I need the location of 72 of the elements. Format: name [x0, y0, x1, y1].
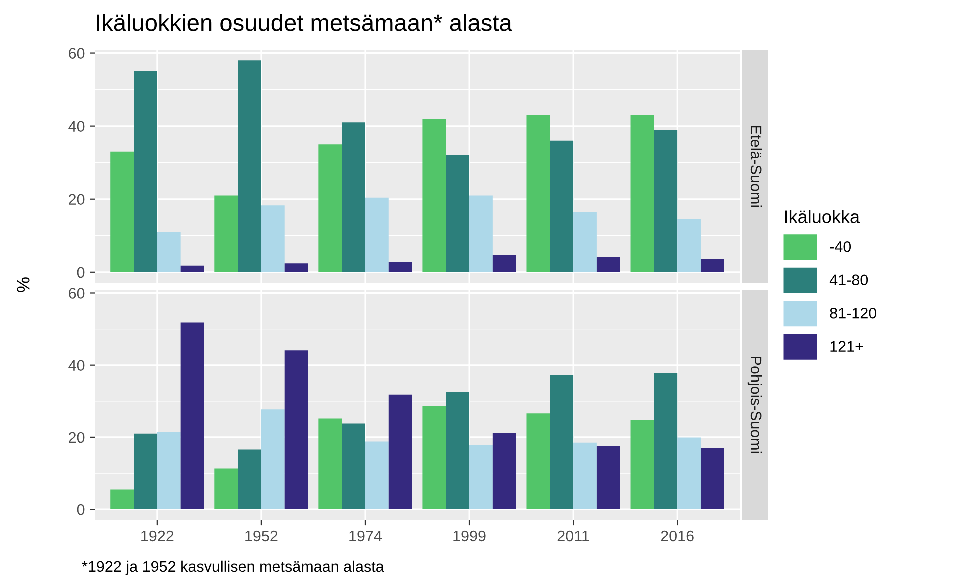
- y-tick-label: 20: [69, 194, 85, 206]
- bar: [470, 196, 493, 272]
- x-tick-label: 1974: [350, 530, 382, 542]
- bar: [574, 212, 597, 272]
- bar: [550, 140, 574, 272]
- bar: [678, 219, 701, 272]
- bar: [492, 433, 516, 510]
- bar: [365, 198, 389, 272]
- x-tick-label: 2016: [661, 530, 694, 542]
- chart-title: Ikäluokkien osuudet metsämaan* alasta: [97, 14, 512, 32]
- bar: [134, 434, 158, 510]
- bar: [214, 468, 238, 510]
- bar: [388, 262, 412, 272]
- bar: [134, 72, 158, 272]
- bar: [630, 115, 654, 272]
- bar: [365, 442, 389, 510]
- bar: [388, 394, 412, 510]
- legend-label: 41-80: [830, 274, 868, 286]
- x-tick-label: 1922: [142, 530, 174, 542]
- text: Pohjois-Suomi: [748, 357, 762, 454]
- bar: [446, 156, 470, 272]
- bar: [654, 373, 678, 510]
- bar: [700, 259, 724, 272]
- y-tick-label: 40: [68, 121, 85, 132]
- bar: [180, 266, 204, 272]
- bar: [238, 60, 262, 272]
- bar: [342, 122, 366, 272]
- bar: [526, 414, 550, 510]
- bar: [342, 424, 366, 510]
- bar: [157, 232, 181, 272]
- bar: [678, 438, 701, 510]
- bar: [550, 375, 574, 510]
- text: *1922 ja 1952 kasvullisen metsämaan alasta: [82, 560, 384, 576]
- bar: [446, 392, 470, 510]
- bar: [526, 115, 550, 272]
- bar: [318, 418, 342, 510]
- bar: [422, 119, 446, 272]
- y-tick-label: 60: [69, 48, 85, 59]
- bar: [470, 445, 493, 510]
- bar: [110, 490, 134, 510]
- legend-label: 121+: [830, 341, 864, 352]
- bar: [261, 410, 285, 510]
- y-tick-label: 0: [77, 504, 85, 516]
- bar: [654, 130, 678, 272]
- y-tick-label: 20: [69, 432, 85, 444]
- bar: [574, 442, 597, 510]
- text: Etelä-Suomi: [750, 126, 762, 208]
- bar: [157, 432, 181, 510]
- bar: [630, 420, 654, 510]
- x-tick-label: 1999: [454, 530, 486, 542]
- bar: [180, 322, 204, 510]
- y-tick-label: 40: [68, 360, 85, 372]
- bar: [596, 257, 620, 272]
- bar: [422, 406, 446, 510]
- bar: [700, 448, 724, 510]
- x-tick-label: 1952: [246, 530, 278, 542]
- y-axis-title: %: [17, 278, 30, 292]
- bar: [284, 264, 308, 272]
- bar: [596, 446, 620, 510]
- bar: [318, 144, 342, 272]
- legend-label: -40: [830, 241, 852, 252]
- bar: [261, 206, 285, 272]
- bar: [214, 196, 238, 272]
- y-tick-label: 0: [77, 267, 85, 278]
- bar: [238, 450, 262, 510]
- bar: [110, 152, 134, 272]
- y-tick-label: 60: [69, 288, 85, 299]
- bar: [492, 255, 516, 272]
- legend-title: Ikäluokka: [785, 210, 860, 224]
- bar: [284, 350, 308, 510]
- legend-label: 81-120: [830, 308, 877, 319]
- x-tick-label: 2011: [558, 530, 590, 542]
